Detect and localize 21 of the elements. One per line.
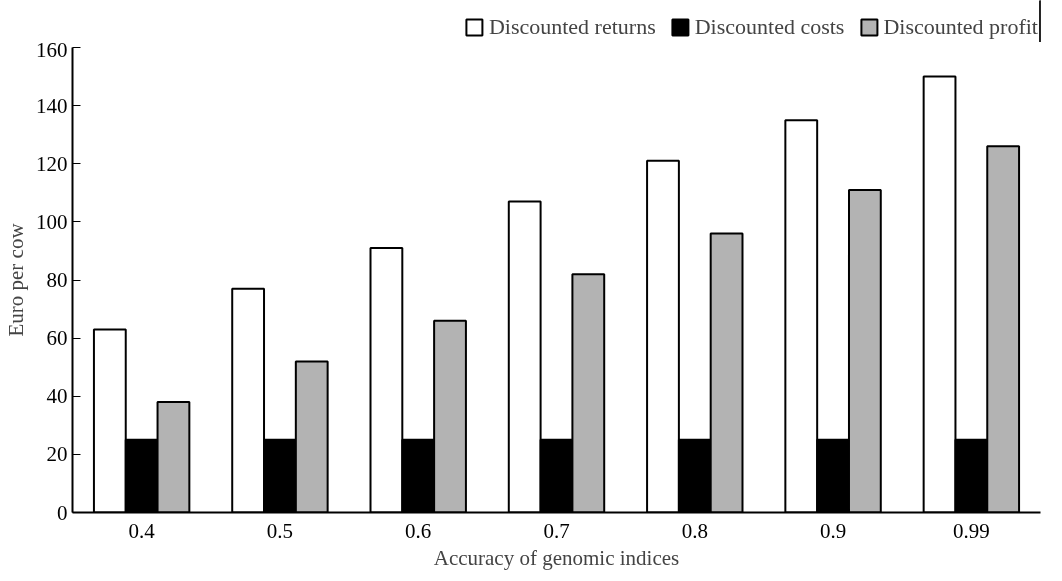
- y-tick-label: 80: [46, 268, 68, 292]
- y-tick-label: 40: [46, 384, 68, 409]
- x-axis-title: Accuracy of genomic indices: [433, 545, 680, 570]
- x-tick-label: 0.7: [543, 518, 570, 543]
- legend-label: Discounted costs: [694, 14, 845, 40]
- y-tick-label: 100: [36, 209, 68, 234]
- y-tick-label: 60: [46, 326, 68, 351]
- x-tick-label: 0.6: [405, 518, 432, 543]
- x-tick-label: 0.99: [952, 518, 990, 543]
- y-tick-label: 0: [57, 500, 68, 525]
- y-tick-label: 140: [36, 93, 68, 118]
- y-tick-label: 120: [36, 151, 68, 176]
- legend-label: Discounted returns: [488, 14, 656, 40]
- x-tick-label: 0.5: [266, 518, 294, 543]
- y-tick-label: 20: [46, 442, 68, 467]
- x-tick-label: 0.9: [819, 518, 847, 543]
- x-tick-label: 0.8: [681, 518, 708, 543]
- y-axis-title: Euro per cow: [4, 222, 28, 337]
- legend-label: Discounted profit: [883, 14, 1038, 40]
- y-tick-label: 160: [36, 37, 68, 62]
- x-tick-label: 0.4: [128, 518, 156, 543]
